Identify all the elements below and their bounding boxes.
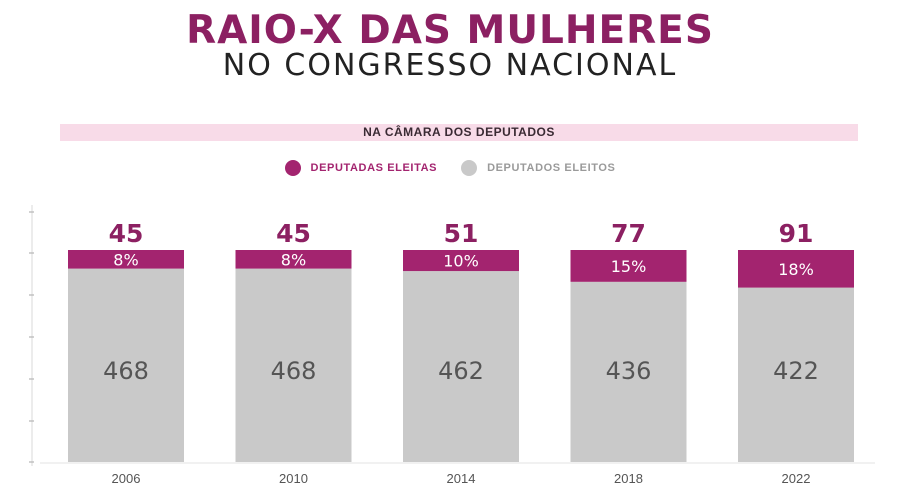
percent-label: 15% (611, 257, 647, 276)
male-value-label: 468 (103, 357, 149, 385)
section-label: NA CÂMARA DOS DEPUTADOS (60, 124, 858, 141)
bar-male (235, 268, 352, 462)
total-label: 91 (779, 219, 814, 248)
legend: DEPUTADAS ELEITAS DEPUTADOS ELEITOS (0, 160, 900, 176)
x-tick-label: 2010 (279, 471, 308, 486)
legend-swatch-male (461, 160, 478, 176)
bar-male (68, 268, 184, 462)
legend-item-female: DEPUTADAS ELEITAS (284, 160, 438, 176)
legend-swatch-female (284, 160, 301, 176)
male-value-label: 468 (271, 357, 317, 385)
chart-subtitle: NO CONGRESSO NACIONAL (222, 48, 678, 83)
percent-label: 8% (113, 250, 138, 269)
bar-female (68, 250, 184, 269)
chart-title: RAIO-X DAS MULHERES (186, 8, 714, 53)
legend-label-male: DEPUTADOS ELEITOS (487, 162, 616, 174)
bar-female (570, 250, 687, 282)
bar-female (738, 250, 854, 288)
bar-female (235, 250, 352, 269)
bar-male (570, 281, 687, 462)
percent-label: 18% (778, 260, 814, 279)
total-label: 51 (444, 219, 479, 248)
percent-label: 10% (443, 252, 479, 271)
x-tick-label: 2018 (614, 471, 643, 486)
x-tick-label: 2006 (112, 471, 141, 486)
male-value-label: 462 (438, 357, 484, 385)
x-tick-label: 2014 (447, 471, 476, 486)
male-value-label: 436 (606, 357, 652, 385)
total-label: 77 (611, 219, 646, 248)
x-tick-label: 2022 (782, 471, 811, 486)
legend-label-female: DEPUTADAS ELEITAS (310, 162, 438, 174)
bar-female (403, 250, 519, 272)
percent-label: 8% (281, 250, 306, 269)
bar-male (738, 287, 854, 462)
bar-male (403, 271, 519, 462)
legend-item-male: DEPUTADOS ELEITOS (461, 160, 615, 176)
male-value-label: 422 (773, 357, 819, 385)
total-label: 45 (276, 219, 311, 248)
total-label: 45 (109, 219, 144, 248)
